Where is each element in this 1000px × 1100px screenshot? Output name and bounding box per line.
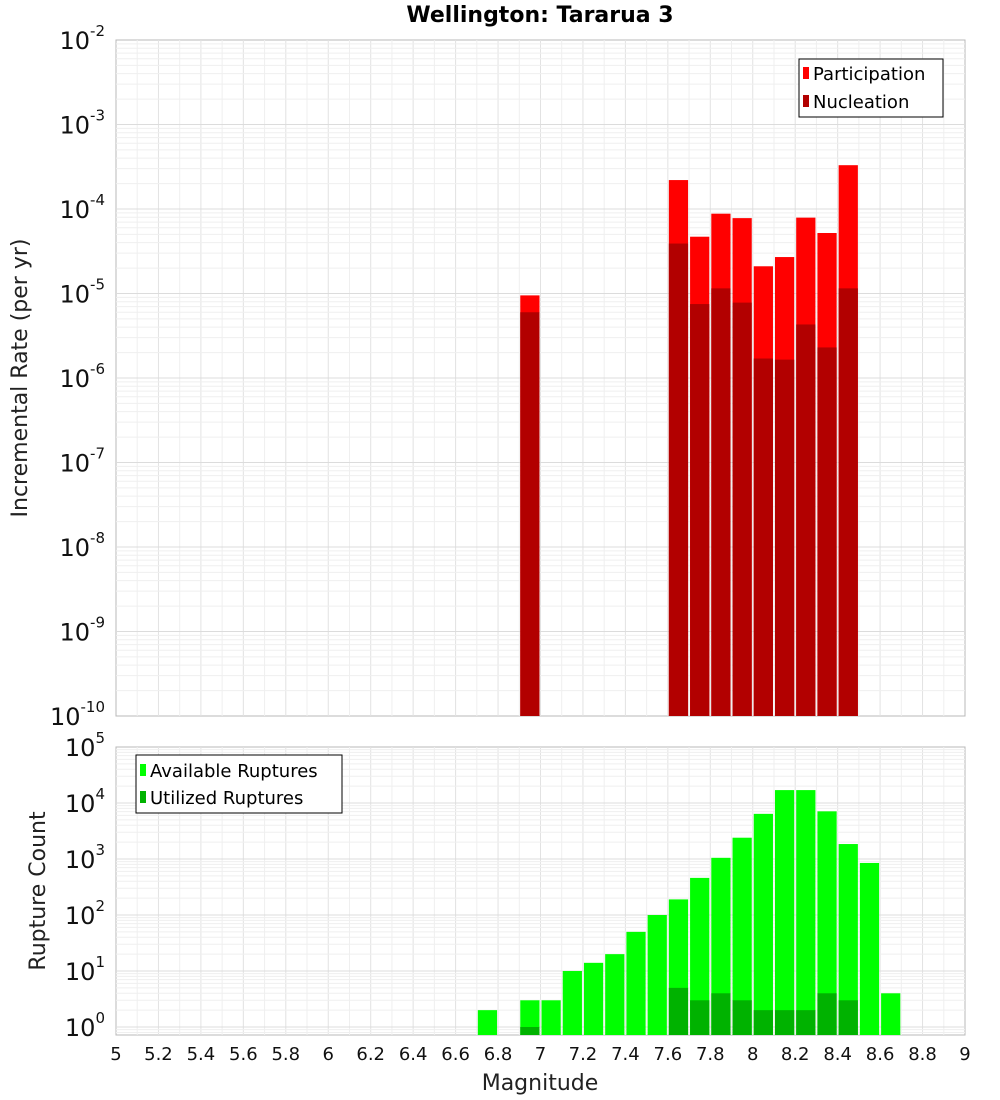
bar-utilized-ruptures (774, 1010, 795, 1035)
x-tick-label: 5.8 (271, 1044, 300, 1065)
x-tick-label: 6.4 (399, 1044, 428, 1065)
bar-nucleation (753, 358, 773, 716)
legend-label-utilized: Utilized Ruptures (150, 788, 303, 809)
bottom-y-tick-label: 103 (65, 841, 105, 874)
top-y-tick-label: 10-2 (59, 22, 105, 55)
bar-nucleation (520, 312, 540, 716)
bottom-y-tick-label: 100 (65, 1009, 105, 1042)
rupture-count-panel: 100 101 102 103 104 105 5 5.2 5.4 5.6 5.8 6 6.2 6.4 6… (26, 729, 971, 1096)
bar-available-ruptures (753, 813, 773, 1035)
bottom-y-tick-label: 104 (65, 785, 105, 818)
bar-available-ruptures (541, 1000, 561, 1035)
x-tick-label: 5 (110, 1044, 121, 1065)
bar-nucleation (838, 288, 858, 716)
top-y-tick-label: 10-10 (50, 698, 105, 731)
x-tick-label: 5.2 (144, 1044, 173, 1065)
bar-nucleation (690, 304, 710, 716)
bottom-y-tick-label: 105 (65, 729, 105, 762)
bar-available-ruptures (774, 790, 795, 1035)
bar-nucleation (711, 288, 731, 716)
x-tick-label: 8.2 (781, 1044, 810, 1065)
bar-utilized-ruptures (796, 1010, 816, 1035)
top-bars (520, 165, 858, 717)
bar-nucleation (796, 324, 816, 716)
bar-available-ruptures (626, 931, 646, 1035)
bar-utilized-ruptures (753, 1010, 773, 1035)
legend-label-available: Available Ruptures (150, 761, 318, 782)
x-tick-label: 6.6 (441, 1044, 470, 1065)
x-tick-label: 7.8 (696, 1044, 725, 1065)
bar-available-ruptures (711, 857, 731, 1035)
bar-utilized-ruptures (732, 1000, 752, 1035)
bar-available-ruptures (859, 862, 880, 1035)
bar-utilized-ruptures (520, 1027, 540, 1035)
x-axis-label: Magnitude (482, 1071, 599, 1096)
bar-available-ruptures (647, 915, 667, 1035)
legend-label-nucleation: Nucleation (813, 92, 909, 113)
x-tick-label: 8 (747, 1044, 758, 1065)
bottom-legend: Available Ruptures Utilized Ruptures (135, 754, 343, 814)
x-tick-label: 6 (323, 1044, 334, 1065)
top-y-tick-label: 10-5 (59, 276, 105, 309)
x-tick-label: 5.6 (229, 1044, 258, 1065)
x-tick-label: 5.4 (187, 1044, 216, 1065)
bottom-bars (477, 790, 901, 1035)
x-tick-label: 9 (959, 1044, 970, 1065)
x-tick-label: 7.4 (611, 1044, 640, 1065)
bar-utilized-ruptures (838, 1000, 858, 1035)
bar-available-ruptures (690, 877, 710, 1035)
bar-available-ruptures (562, 971, 582, 1035)
x-tick-label: 8.8 (908, 1044, 937, 1065)
bar-utilized-ruptures (711, 993, 731, 1035)
bar-available-ruptures (583, 962, 604, 1035)
x-tick-label: 6.2 (356, 1044, 385, 1065)
top-y-tick-label: 10-8 (59, 529, 105, 562)
bar-nucleation (732, 302, 752, 716)
legend-swatch-participation (803, 67, 809, 79)
bar-available-ruptures (817, 811, 837, 1035)
bottom-y-tick-labels: 100 101 102 103 104 105 (65, 729, 105, 1042)
participation-nucleation-panel: 10-10 10-9 10-8 10-7 10-6 10-5 10-4 10-3 10-2 In… (8, 22, 966, 731)
bar-utilized-ruptures (668, 987, 689, 1035)
top-y-tick-label: 10-7 (59, 445, 105, 478)
bar-available-ruptures (605, 954, 625, 1035)
x-tick-labels: 5 5.2 5.4 5.6 5.8 6 6.2 6.4 6.6 6.8 7 7.2 7.4 7.6 7.8 8… (110, 1044, 970, 1065)
bottom-y-tick-label: 101 (65, 953, 105, 986)
bottom-y-axis-label: Rupture Count (26, 811, 51, 971)
top-grid (116, 40, 965, 716)
bar-available-ruptures (881, 993, 901, 1035)
x-tick-label: 7 (535, 1044, 546, 1065)
legend-swatch-available (140, 764, 146, 776)
bar-available-ruptures (838, 844, 858, 1035)
legend-swatch-nucleation (803, 95, 809, 107)
top-y-tick-label: 10-3 (59, 107, 105, 140)
bottom-y-tick-label: 102 (65, 897, 105, 930)
bar-utilized-ruptures (690, 1000, 710, 1035)
x-tick-label: 8.6 (866, 1044, 895, 1065)
bar-nucleation (668, 243, 689, 716)
legend-label-participation: Participation (813, 64, 925, 85)
top-y-tick-labels: 10-10 10-9 10-8 10-7 10-6 10-5 10-4 10-3 10-2 (50, 22, 105, 731)
top-legend-box (798, 58, 944, 118)
bar-available-ruptures (477, 1010, 498, 1035)
top-y-tick-label: 10-6 (59, 360, 105, 393)
top-y-tick-label: 10-4 (59, 191, 105, 224)
x-tick-label: 6.8 (484, 1044, 513, 1065)
top-y-axis-label: Incremental Rate (per yr) (8, 239, 33, 518)
bar-utilized-ruptures (817, 993, 837, 1035)
bar-available-ruptures (520, 1000, 540, 1035)
legend-swatch-utilized (140, 791, 146, 803)
x-tick-label: 8.4 (823, 1044, 852, 1065)
top-legend: Participation Nucleation (798, 58, 944, 118)
bar-available-ruptures (796, 790, 816, 1035)
top-y-tick-label: 10-9 (59, 614, 105, 647)
x-tick-label: 7.2 (569, 1044, 598, 1065)
bar-nucleation (817, 347, 837, 716)
x-tick-label: 7.6 (654, 1044, 683, 1065)
chart-title: Wellington: Tararua 3 (406, 3, 673, 28)
bar-nucleation (774, 359, 795, 716)
bottom-legend-box (135, 754, 343, 814)
bar-available-ruptures (732, 837, 752, 1035)
